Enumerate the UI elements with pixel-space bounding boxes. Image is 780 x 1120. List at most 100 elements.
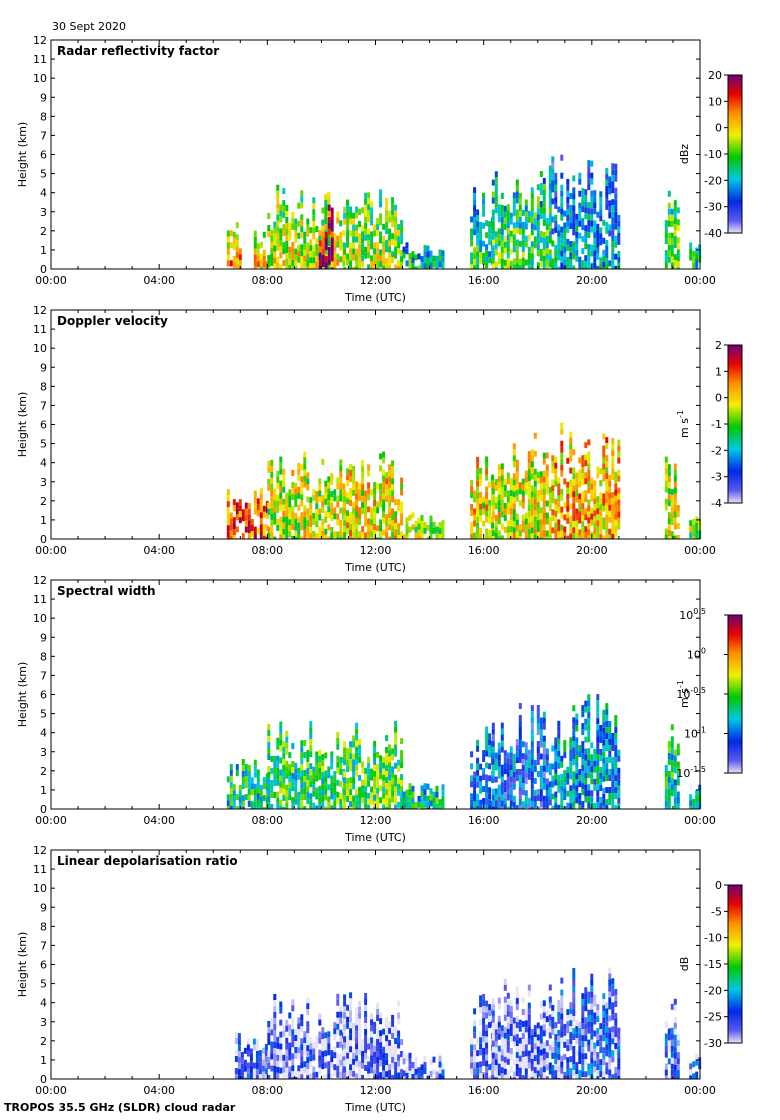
radar-cell <box>500 475 504 482</box>
radar-cell <box>400 250 404 257</box>
radar-cell <box>518 192 522 199</box>
radar-cell <box>241 515 245 522</box>
radar-cell <box>676 803 680 809</box>
radar-cell <box>402 797 406 804</box>
radar-cell <box>246 1074 250 1079</box>
radar-cell <box>400 1069 404 1076</box>
radar-cell <box>382 223 386 230</box>
radar-cell <box>545 242 549 248</box>
radar-cell <box>587 463 591 470</box>
radar-cell <box>664 782 668 789</box>
radar-cell <box>497 766 501 773</box>
radar-cell <box>602 1029 606 1036</box>
radar-cell <box>551 479 555 486</box>
radar-cell <box>494 243 498 250</box>
radar-cell <box>385 747 389 754</box>
radar-cell <box>506 478 510 485</box>
radar-cell <box>667 208 671 215</box>
radar-cell <box>605 443 609 450</box>
radar-cell <box>503 1068 507 1075</box>
radar-cell <box>285 1019 289 1026</box>
radar-cell <box>262 231 266 238</box>
radar-cell <box>512 521 516 528</box>
radar-cell <box>503 1032 507 1039</box>
radar-cell <box>291 761 295 768</box>
radar-cell <box>605 455 609 462</box>
radar-cell <box>376 1015 380 1021</box>
radar-cell <box>470 504 474 510</box>
radar-cell <box>370 489 374 496</box>
radar-cell <box>572 1052 576 1058</box>
radar-cell <box>664 456 668 463</box>
radar-cell <box>352 741 356 748</box>
colorbar-tick-label: 20 <box>708 69 722 82</box>
radar-cell <box>545 1028 549 1035</box>
radar-cell <box>400 774 404 781</box>
radar-cell <box>542 518 546 525</box>
radar-cell <box>379 501 383 508</box>
radar-cell <box>602 715 606 722</box>
radar-cell <box>530 801 534 808</box>
radar-cell <box>285 1067 289 1074</box>
radar-cell <box>282 474 286 481</box>
cloud-region <box>226 759 269 809</box>
x-tick-label: 16:00 <box>468 274 500 287</box>
radar-cell <box>500 499 504 506</box>
radar-cell <box>479 1067 483 1074</box>
radar-cell <box>689 1075 693 1079</box>
radar-cell <box>276 773 280 780</box>
radar-cell <box>339 525 343 532</box>
radar-cell <box>590 1045 594 1052</box>
radar-cell <box>391 778 395 785</box>
radar-cell <box>318 1067 322 1074</box>
radar-cell <box>554 516 558 523</box>
radar-cell <box>426 1075 430 1079</box>
radar-cell <box>599 1029 603 1036</box>
radar-cell <box>551 775 555 782</box>
radar-cell <box>273 756 277 762</box>
radar-cell <box>664 226 668 233</box>
radar-cell <box>321 231 325 238</box>
radar-cell <box>587 232 591 239</box>
radar-cell <box>346 498 350 505</box>
radar-cell <box>572 265 576 269</box>
radar-cell <box>276 743 280 750</box>
radar-cell <box>611 468 615 474</box>
radar-cell <box>270 260 274 266</box>
radar-cell <box>605 191 609 198</box>
radar-cell <box>605 1002 609 1009</box>
radar-cell <box>408 1076 412 1079</box>
radar-cell <box>521 257 525 264</box>
radar-cell <box>581 759 585 766</box>
radar-cell <box>291 1071 295 1078</box>
radar-cell <box>312 512 316 519</box>
radar-cell <box>584 255 588 262</box>
radar-cell <box>315 775 319 782</box>
radar-cell <box>370 537 374 539</box>
radar-cell <box>575 1068 579 1075</box>
radar-cell <box>578 1058 582 1064</box>
radar-cell <box>321 255 325 261</box>
radar-cell <box>355 722 359 729</box>
radar-cell <box>476 769 480 776</box>
radar-cell <box>602 793 606 800</box>
radar-cell <box>267 1021 271 1027</box>
radar-cell <box>417 1073 421 1079</box>
radar-cell <box>569 785 573 792</box>
radar-cell <box>545 470 549 477</box>
radar-cell <box>343 502 347 509</box>
radar-cell <box>485 1060 489 1067</box>
radar-cell <box>569 241 573 247</box>
radar-cell <box>593 226 597 233</box>
radar-cell <box>330 231 334 238</box>
radar-cell <box>391 496 395 503</box>
radar-cell <box>388 476 392 483</box>
radar-cell <box>695 253 699 260</box>
radar-cell <box>258 1062 262 1069</box>
radar-cell <box>581 248 585 255</box>
radar-cell <box>394 1044 398 1050</box>
radar-cell <box>506 222 510 229</box>
radar-cell <box>509 764 513 771</box>
radar-cell <box>330 479 334 485</box>
radar-cell <box>309 245 313 252</box>
